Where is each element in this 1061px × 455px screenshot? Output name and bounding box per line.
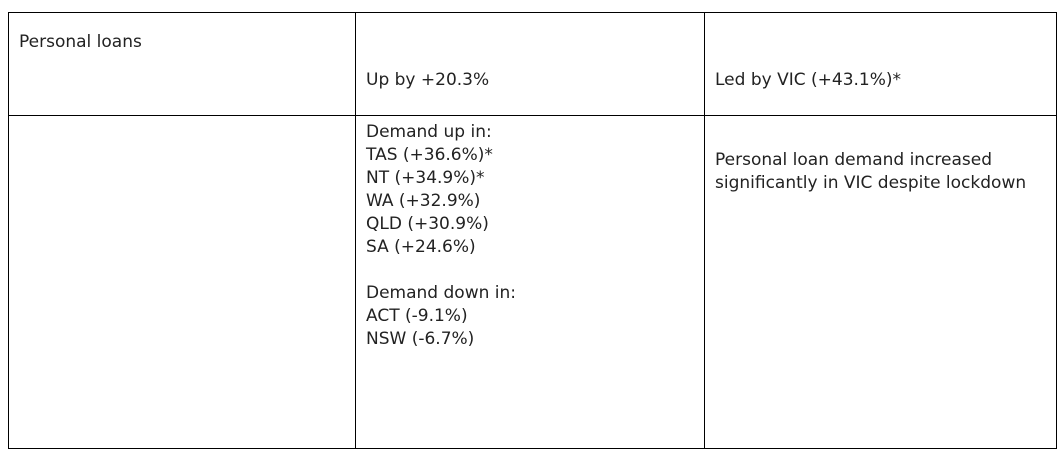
category-label: Personal loans bbox=[19, 32, 142, 52]
cell-empty bbox=[9, 116, 356, 448]
demand-up-item: SA (+24.6%) bbox=[366, 237, 476, 257]
change-label: Up by +20.3% bbox=[366, 70, 490, 90]
demand-down-item: NSW (-6.7%) bbox=[366, 329, 475, 349]
note-text: Personal loan demand increased significa… bbox=[715, 150, 1027, 193]
cell-leader: Led by VIC (+43.1%)* bbox=[705, 13, 1056, 116]
demand-up-item: NT (+34.9%)* bbox=[366, 168, 485, 188]
demand-up-heading: Demand up in: bbox=[366, 122, 492, 142]
cell-note: Personal loan demand increased significa… bbox=[705, 116, 1056, 448]
data-table: Personal loans Up by +20.3% Led by VIC (… bbox=[8, 12, 1057, 449]
cell-change: Up by +20.3% bbox=[356, 13, 705, 116]
leader-label: Led by VIC (+43.1%)* bbox=[715, 70, 902, 90]
demand-up-item: QLD (+30.9%) bbox=[366, 214, 489, 234]
demand-up-item: WA (+32.9%) bbox=[366, 191, 481, 211]
section-spacer bbox=[366, 259, 694, 282]
cell-state-breakdown: Demand up in: TAS (+36.6%)* NT (+34.9%)*… bbox=[356, 116, 705, 448]
demand-down-heading: Demand down in: bbox=[366, 283, 516, 303]
demand-up-item: TAS (+36.6%)* bbox=[366, 145, 493, 165]
cell-category: Personal loans bbox=[9, 13, 356, 116]
demand-down-item: ACT (-9.1%) bbox=[366, 306, 468, 326]
